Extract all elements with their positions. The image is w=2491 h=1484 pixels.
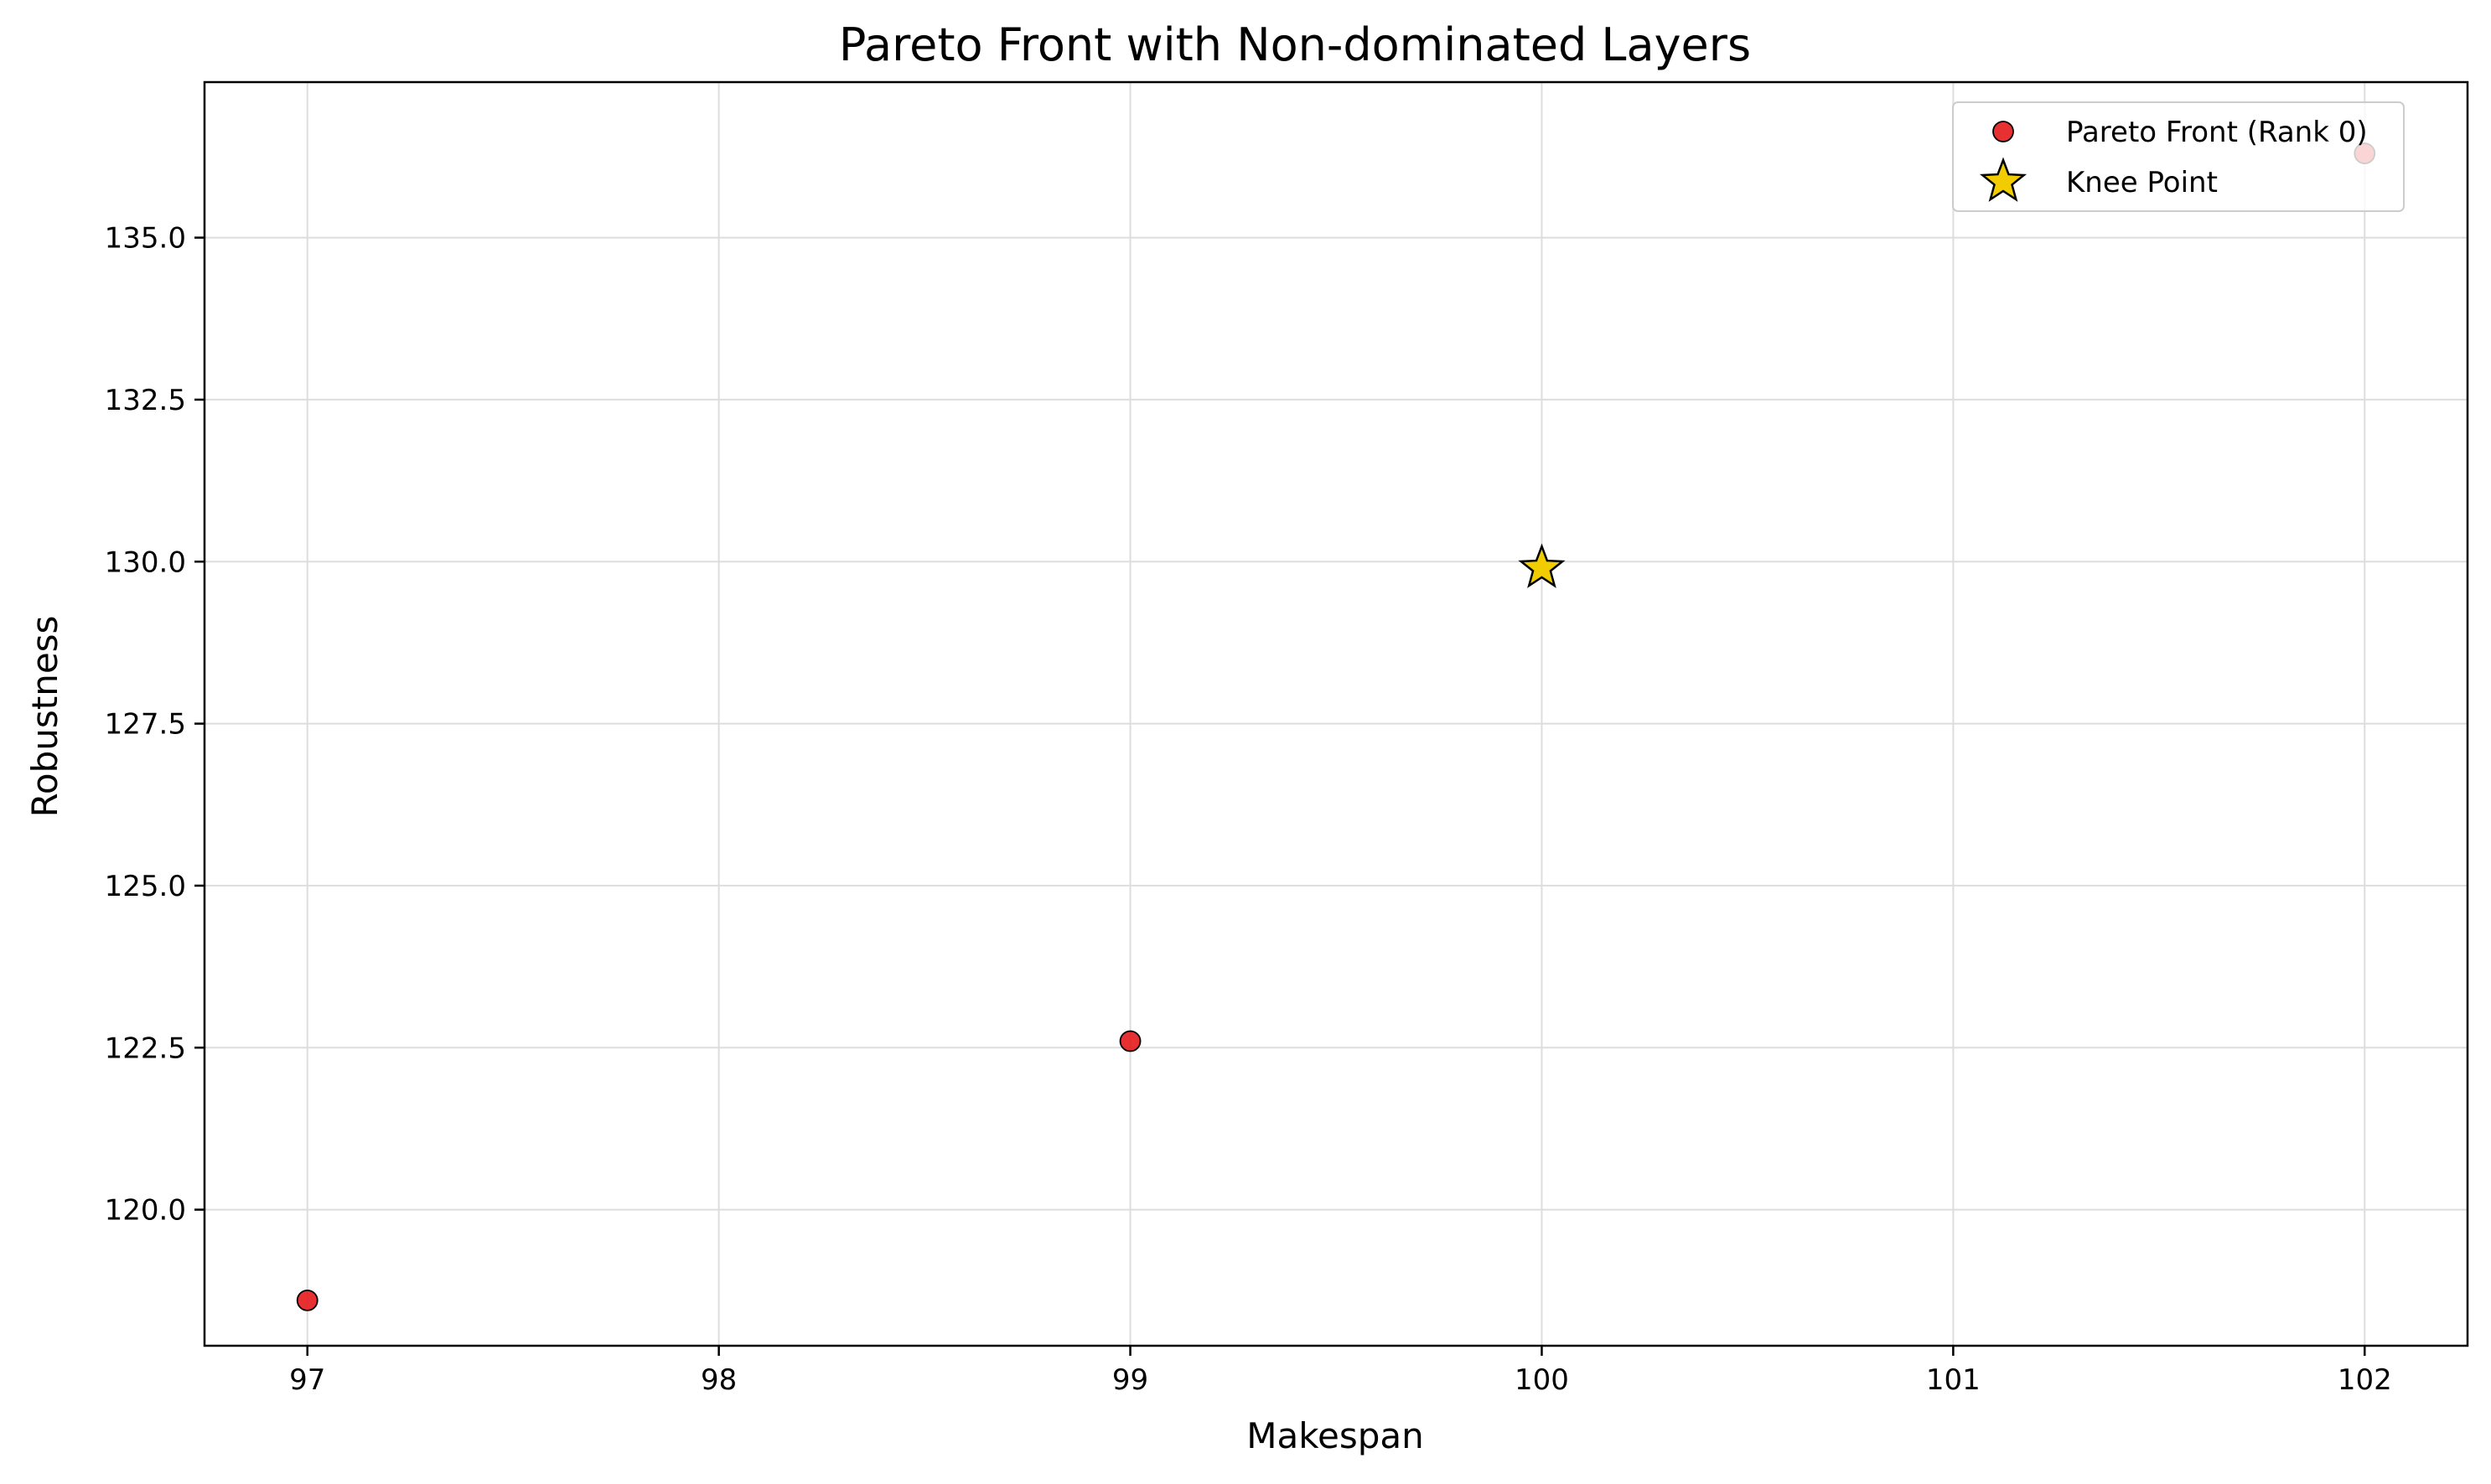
legend-marker	[1979, 157, 2027, 202]
legend-label: Knee Point	[2066, 166, 2218, 199]
legend-marker	[1992, 121, 2014, 142]
pareto-point	[1119, 1030, 1142, 1052]
y-tick-label: 130.0	[105, 546, 186, 579]
x-tick-label: 99	[1112, 1363, 1148, 1397]
y-tick-label: 132.5	[105, 384, 186, 417]
y-tick-label: 135.0	[105, 222, 186, 256]
x-axis-label: Makespan	[1246, 1415, 1424, 1456]
grid-lines	[205, 82, 2468, 1346]
legend-label: Pareto Front (Rank 0)	[2066, 116, 2368, 149]
x-tick-label: 101	[1926, 1363, 1981, 1397]
y-tick-label: 125.0	[105, 870, 186, 903]
legend: Pareto Front (Rank 0) Knee Point	[1952, 101, 2405, 212]
pareto-point	[296, 1289, 318, 1311]
x-tick-label: 98	[701, 1363, 737, 1397]
x-tick-label: 102	[2338, 1363, 2392, 1397]
axis-ticks: 97 98 99 100 101 102 120.0 122.5 125.0 127.5 130.0…	[105, 222, 2392, 1397]
legend-box	[1952, 101, 2405, 212]
y-axis-label: Robustness	[24, 616, 65, 818]
y-tick-label: 120.0	[105, 1194, 186, 1228]
knee-point-marker	[1518, 543, 1566, 588]
plot-frame	[203, 80, 2469, 1347]
x-tick-label: 100	[1515, 1363, 1569, 1397]
chart-title: Pareto Front with Non-dominated Layers	[839, 18, 1751, 71]
y-tick-label: 122.5	[105, 1032, 186, 1065]
y-tick-label: 127.5	[105, 708, 186, 742]
x-tick-label: 97	[289, 1363, 325, 1397]
